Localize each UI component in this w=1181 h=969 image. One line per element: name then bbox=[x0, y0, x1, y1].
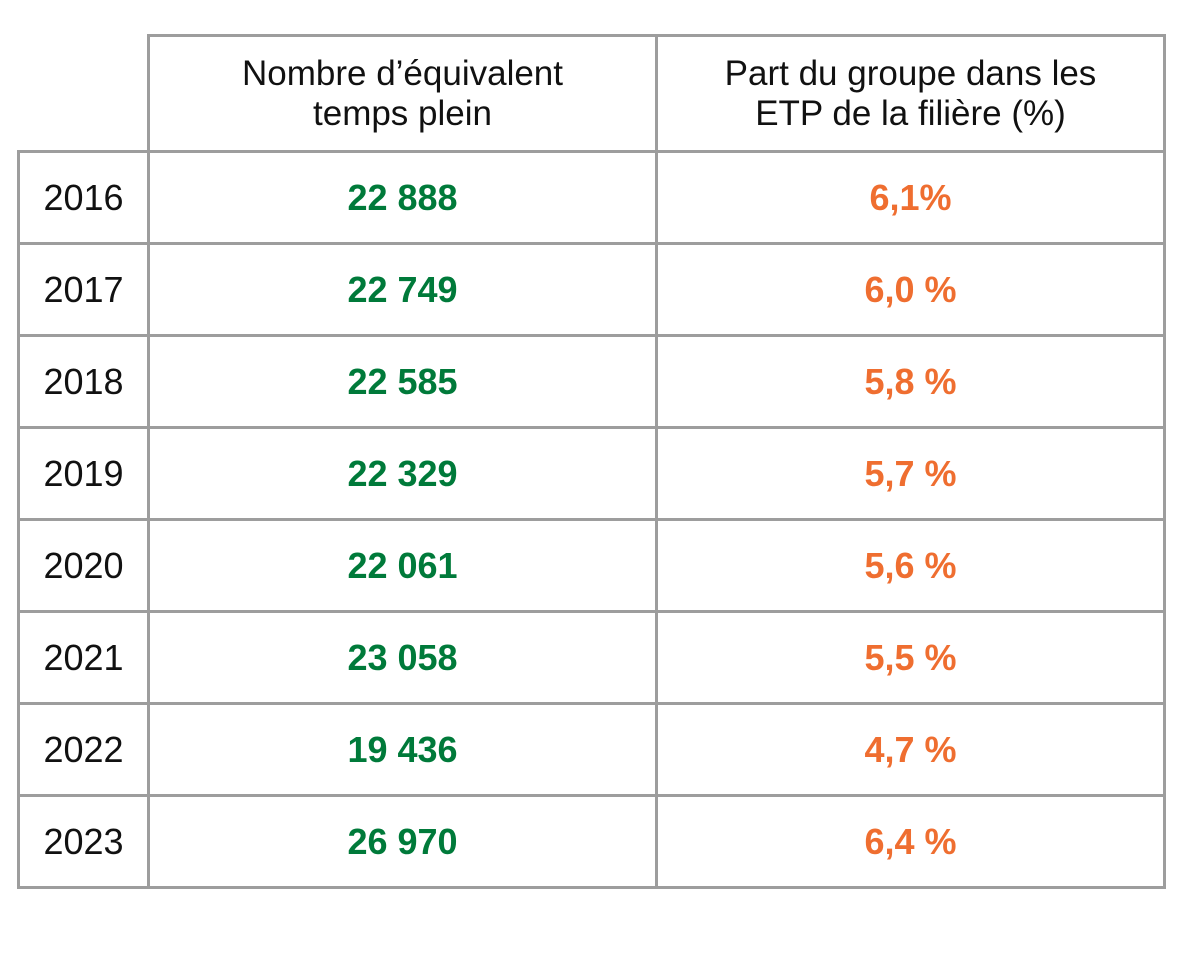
fte-cell: 22 749 bbox=[147, 242, 658, 337]
table-row: 2018 22 585 5,8 % bbox=[17, 334, 1166, 429]
fte-cell: 19 436 bbox=[147, 702, 658, 797]
share-cell: 5,7 % bbox=[655, 426, 1166, 521]
header-row: Nombre d’équivalent temps plein Part du … bbox=[18, 34, 1166, 153]
table-row: 2020 22 061 5,6 % bbox=[17, 518, 1166, 613]
year-cell: 2020 bbox=[17, 518, 150, 613]
header-blank-cell bbox=[18, 35, 150, 153]
fte-table: Nombre d’équivalent temps plein Part du … bbox=[17, 34, 1166, 889]
share-cell: 6,0 % bbox=[655, 242, 1166, 337]
year-cell: 2022 bbox=[17, 702, 150, 797]
table-row: 2021 23 058 5,5 % bbox=[17, 610, 1166, 705]
table-row: 2017 22 749 6,0 % bbox=[17, 242, 1166, 337]
table-row: 2016 22 888 6,1% bbox=[17, 150, 1166, 245]
year-cell: 2023 bbox=[17, 794, 150, 889]
fte-cell: 26 970 bbox=[147, 794, 658, 889]
share-cell: 6,1% bbox=[655, 150, 1166, 245]
fte-cell: 22 329 bbox=[147, 426, 658, 521]
fte-cell: 22 585 bbox=[147, 334, 658, 429]
fte-cell: 22 061 bbox=[147, 518, 658, 613]
fte-cell: 23 058 bbox=[147, 610, 658, 705]
header-fte: Nombre d’équivalent temps plein bbox=[147, 34, 658, 153]
table-row: 2022 19 436 4,7 % bbox=[17, 702, 1166, 797]
table-row: 2023 26 970 6,4 % bbox=[17, 794, 1166, 889]
year-cell: 2021 bbox=[17, 610, 150, 705]
year-cell: 2016 bbox=[17, 150, 150, 245]
year-cell: 2017 bbox=[17, 242, 150, 337]
share-cell: 5,5 % bbox=[655, 610, 1166, 705]
fte-cell: 22 888 bbox=[147, 150, 658, 245]
share-cell: 5,6 % bbox=[655, 518, 1166, 613]
share-cell: 6,4 % bbox=[655, 794, 1166, 889]
share-cell: 4,7 % bbox=[655, 702, 1166, 797]
header-share: Part du groupe dans les ETP de la filièr… bbox=[655, 34, 1166, 153]
share-cell: 5,8 % bbox=[655, 334, 1166, 429]
year-cell: 2018 bbox=[17, 334, 150, 429]
year-cell: 2019 bbox=[17, 426, 150, 521]
table-row: 2019 22 329 5,7 % bbox=[17, 426, 1166, 521]
